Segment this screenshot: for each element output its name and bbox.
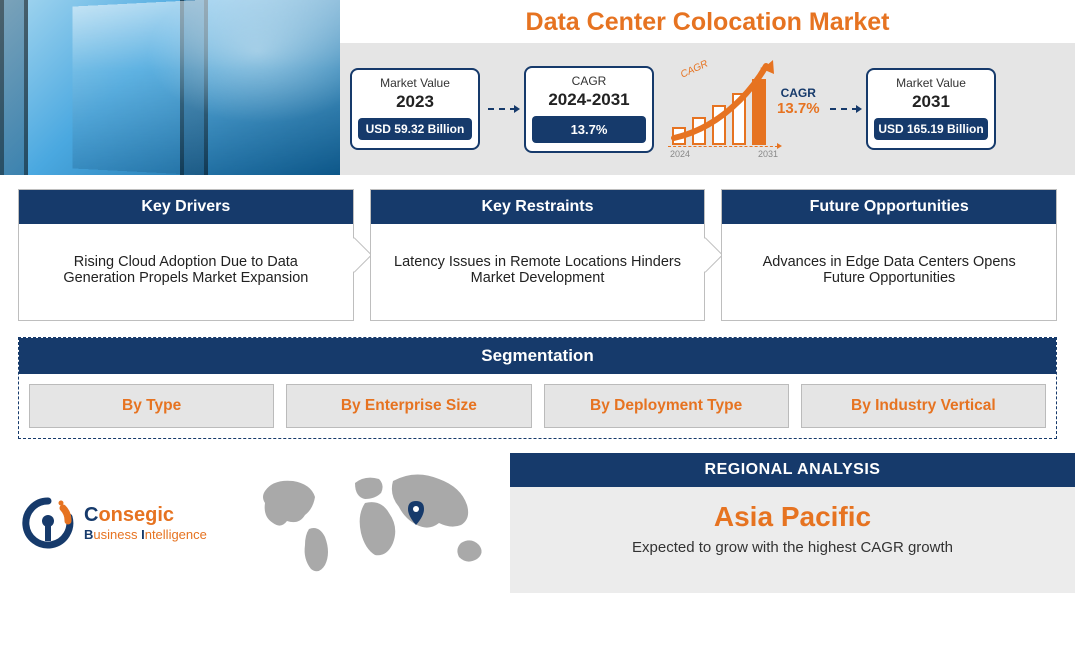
- regional-sub: Expected to grow with the highest CAGR g…: [510, 539, 1075, 556]
- segmentation-head: Segmentation: [19, 338, 1056, 374]
- factors-row: Key Drivers Rising Cloud Adoption Due to…: [18, 189, 1057, 321]
- regional-head: REGIONAL ANALYSIS: [510, 453, 1075, 487]
- metric-value-pill: USD 59.32 Billion: [358, 118, 472, 140]
- factor-future-opportunities: Future Opportunities Advances in Edge Da…: [721, 189, 1057, 321]
- brand-text: Consegic Business Intelligence: [84, 504, 207, 542]
- chart-x-end: 2031: [758, 149, 778, 159]
- chart-side-label-text: CAGR: [777, 86, 820, 100]
- metric-market-value-2031: Market Value 2031 USD 165.19 Billion: [866, 68, 996, 150]
- metric-label: Market Value: [358, 76, 472, 90]
- seg-item-type: By Type: [29, 384, 274, 428]
- seg-item-industry-vertical: By Industry Vertical: [801, 384, 1046, 428]
- page-title: Data Center Colocation Market: [340, 0, 1075, 43]
- world-map-icon: [255, 463, 505, 583]
- segmentation-items: By Type By Enterprise Size By Deployment…: [29, 384, 1046, 428]
- world-map: [250, 453, 510, 593]
- metric-label: CAGR: [532, 74, 646, 88]
- factor-body: Advances in Edge Data Centers Opens Futu…: [722, 224, 1056, 320]
- brand-line1: Consegic: [84, 504, 207, 527]
- factor-head: Key Restraints: [371, 190, 705, 224]
- chart-side-label: CAGR 13.7%: [777, 86, 820, 117]
- dashed-arrow-icon: [488, 108, 516, 110]
- cagr-growth-chart: 2024 2031 CAGR CAGR 13.7%: [662, 51, 822, 167]
- regional-body: Asia Pacific Expected to grow with the h…: [510, 487, 1075, 556]
- regional-analysis-panel: REGIONAL ANALYSIS Asia Pacific Expected …: [510, 453, 1075, 593]
- metric-year: 2031: [874, 92, 988, 112]
- chart-x-start: 2024: [670, 149, 690, 159]
- metric-value-pill: USD 165.19 Billion: [874, 118, 988, 140]
- chart-tag: CAGR: [679, 58, 710, 80]
- segmentation-panel: Segmentation By Type By Enterprise Size …: [18, 337, 1057, 439]
- factor-key-restraints: Key Restraints Latency Issues in Remote …: [370, 189, 706, 321]
- metric-year: 2023: [358, 92, 472, 112]
- factor-body: Latency Issues in Remote Locations Hinde…: [371, 224, 705, 320]
- hero-datacenter-image: [0, 0, 340, 175]
- top-right: Data Center Colocation Market Market Val…: [340, 0, 1075, 175]
- consegic-logo-icon: [22, 497, 74, 549]
- chart-side-value: 13.7%: [777, 100, 820, 117]
- metric-market-value-2023: Market Value 2023 USD 59.32 Billion: [350, 68, 480, 150]
- metric-value-pill: 13.7%: [532, 116, 646, 143]
- factor-head: Key Drivers: [19, 190, 353, 224]
- seg-item-deployment-type: By Deployment Type: [544, 384, 789, 428]
- seg-item-enterprise-size: By Enterprise Size: [286, 384, 531, 428]
- factor-key-drivers: Key Drivers Rising Cloud Adoption Due to…: [18, 189, 354, 321]
- dashed-arrow-icon: [830, 108, 858, 110]
- metric-year: 2024-2031: [532, 90, 646, 110]
- brand-logo-block: Consegic Business Intelligence: [0, 453, 250, 593]
- metric-label: Market Value: [874, 76, 988, 90]
- brand-line2: Business Intelligence: [84, 527, 207, 542]
- metric-cagr: CAGR 2024-2031 13.7%: [524, 66, 654, 153]
- regional-region: Asia Pacific: [510, 501, 1075, 533]
- top-row: Data Center Colocation Market Market Val…: [0, 0, 1075, 175]
- factor-body: Rising Cloud Adoption Due to Data Genera…: [19, 224, 353, 320]
- bottom-row: Consegic Business Intelligence REGIONAL …: [0, 453, 1075, 593]
- metrics-band: Market Value 2023 USD 59.32 Billion CAGR…: [340, 43, 1075, 175]
- factor-head: Future Opportunities: [722, 190, 1056, 224]
